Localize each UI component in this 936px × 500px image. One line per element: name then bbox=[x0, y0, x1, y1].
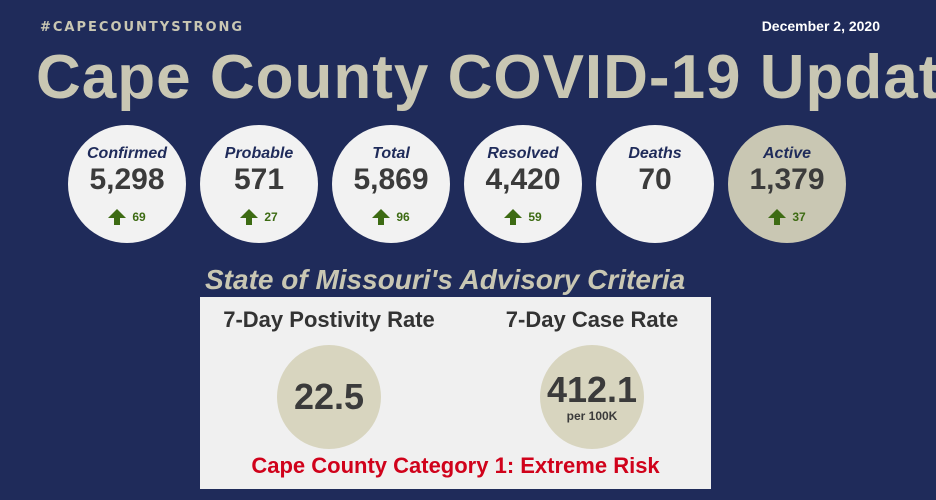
hashtag: #CAPECOUNTYSTRONG bbox=[40, 20, 245, 35]
case-rate-metric: 7-Day Case Rate 412.1 per 100K bbox=[485, 307, 699, 449]
stat-value: 5,298 bbox=[89, 163, 165, 196]
stat-confirmed: Confirmed 5,298 69 bbox=[68, 125, 186, 243]
up-arrow-icon bbox=[108, 209, 127, 225]
up-arrow-icon bbox=[504, 209, 523, 225]
stat-label: Active bbox=[762, 145, 812, 162]
advisory-title: State of Missouri's Advisory Criteria bbox=[205, 264, 686, 295]
update-date: December 2, 2020 bbox=[761, 18, 880, 34]
stat-delta-value: 37 bbox=[792, 210, 806, 224]
positivity-metric: 7-Day Postivity Rate 22.5 bbox=[214, 307, 444, 449]
stat-label: Probable bbox=[224, 145, 294, 162]
up-arrow-icon bbox=[372, 209, 391, 225]
risk-category: Cape County Category 1: Extreme Risk bbox=[251, 453, 660, 478]
positivity-circle: 22.5 bbox=[277, 345, 381, 449]
stat-resolved: Resolved 4,420 59 bbox=[464, 125, 582, 243]
page-title: Cape County COVID-19 Update bbox=[36, 43, 936, 112]
stat-active: Active 1,379 37 bbox=[728, 125, 846, 243]
stat-delta: 96 bbox=[372, 209, 410, 225]
positivity-label: 7-Day Postivity Rate bbox=[223, 307, 435, 332]
stat-label: Confirmed bbox=[87, 145, 167, 162]
stat-delta: 27 bbox=[240, 209, 278, 225]
stat-value: 5,869 bbox=[353, 163, 429, 196]
stat-delta: 37 bbox=[768, 209, 806, 225]
stat-delta: 69 bbox=[108, 209, 146, 225]
case-rate-unit: per 100K bbox=[566, 409, 618, 423]
stats-row: Confirmed 5,298 69 Probable 571 27 Total… bbox=[68, 125, 846, 243]
advisory-panel: 7-Day Postivity Rate 22.5 7-Day Case Rat… bbox=[200, 297, 711, 489]
stat-value: 1,379 bbox=[749, 163, 825, 196]
positivity-value: 22.5 bbox=[293, 376, 365, 417]
stat-label: Deaths bbox=[628, 145, 682, 162]
up-arrow-icon bbox=[240, 209, 259, 225]
case-rate-circle: 412.1 per 100K bbox=[540, 345, 644, 449]
stat-deaths: Deaths 70 bbox=[596, 125, 714, 243]
stat-value: 571 bbox=[233, 163, 285, 196]
up-arrow-icon bbox=[768, 209, 787, 225]
stat-delta-value: 96 bbox=[396, 210, 410, 224]
stat-value: 4,420 bbox=[485, 163, 561, 196]
stat-delta-value: 69 bbox=[132, 210, 146, 224]
stat-probable: Probable 571 27 bbox=[200, 125, 318, 243]
case-rate-value: 412.1 bbox=[546, 369, 638, 410]
stat-total: Total 5,869 96 bbox=[332, 125, 450, 243]
stat-delta-value: 27 bbox=[264, 210, 278, 224]
stat-value: 70 bbox=[638, 163, 672, 196]
stat-label: Total bbox=[372, 145, 410, 162]
stat-delta-value: 59 bbox=[528, 210, 542, 224]
stat-delta: 59 bbox=[504, 209, 542, 225]
stat-label: Resolved bbox=[487, 145, 559, 162]
case-rate-label: 7-Day Case Rate bbox=[505, 307, 679, 332]
